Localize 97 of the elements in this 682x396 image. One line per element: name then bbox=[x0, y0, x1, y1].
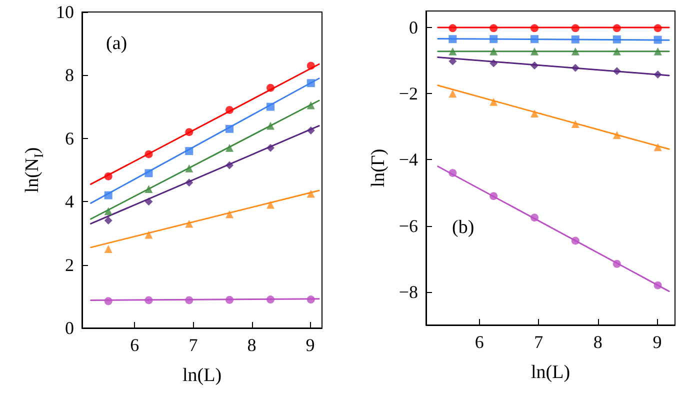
point bbox=[571, 35, 580, 44]
annotation: (a) bbox=[106, 33, 128, 54]
point bbox=[654, 47, 662, 56]
point bbox=[266, 296, 274, 304]
point bbox=[104, 216, 112, 225]
point bbox=[306, 79, 315, 88]
point bbox=[144, 150, 153, 158]
point bbox=[654, 143, 662, 152]
point bbox=[266, 84, 274, 92]
y-tick-label: 4 bbox=[65, 192, 74, 212]
x-tick-label: 8 bbox=[247, 335, 256, 355]
x-tick-label: 7 bbox=[188, 335, 198, 355]
point bbox=[266, 144, 274, 152]
point bbox=[185, 147, 194, 156]
point bbox=[490, 59, 498, 68]
y-tick-label: −6 bbox=[398, 216, 418, 236]
point bbox=[104, 172, 112, 180]
point bbox=[185, 296, 194, 304]
point bbox=[612, 35, 621, 44]
point bbox=[612, 47, 621, 56]
point bbox=[448, 35, 457, 44]
point bbox=[144, 230, 153, 239]
point bbox=[226, 144, 234, 152]
point bbox=[448, 47, 457, 56]
y-tick-label: 6 bbox=[65, 128, 74, 148]
point bbox=[266, 122, 274, 130]
x-axis-title: ln(L) bbox=[182, 365, 222, 386]
point bbox=[530, 62, 538, 70]
x-tick-label: 7 bbox=[534, 332, 544, 352]
y-tick-label: −8 bbox=[398, 282, 418, 302]
x-tick-label: 6 bbox=[474, 332, 484, 352]
point bbox=[185, 178, 194, 187]
y-tick-label: 0 bbox=[65, 318, 74, 338]
point bbox=[490, 47, 498, 56]
point bbox=[226, 124, 234, 133]
point bbox=[530, 214, 538, 222]
y-tick-label: −4 bbox=[398, 150, 418, 170]
point bbox=[530, 24, 538, 32]
x-tick-label: 9 bbox=[306, 335, 315, 355]
point bbox=[612, 260, 621, 268]
y-tick-label: 10 bbox=[56, 2, 74, 22]
point bbox=[448, 168, 457, 177]
point bbox=[144, 184, 153, 193]
point bbox=[654, 36, 662, 44]
y-axis-title: ln(Γ) bbox=[368, 148, 389, 188]
point bbox=[144, 296, 153, 304]
point bbox=[490, 192, 498, 200]
point bbox=[226, 106, 234, 114]
point bbox=[306, 126, 315, 134]
point bbox=[185, 220, 194, 228]
point bbox=[571, 120, 580, 128]
point bbox=[144, 198, 153, 206]
point bbox=[226, 210, 234, 218]
point bbox=[490, 24, 498, 32]
y-tick-label: 0 bbox=[409, 18, 418, 38]
point bbox=[104, 245, 112, 253]
point bbox=[654, 281, 662, 290]
point bbox=[530, 47, 538, 56]
point bbox=[306, 62, 315, 70]
point bbox=[306, 190, 315, 198]
point bbox=[612, 24, 621, 32]
point bbox=[306, 296, 315, 304]
point bbox=[654, 70, 662, 78]
x-axis-title: ln(L) bbox=[530, 362, 570, 383]
point bbox=[571, 64, 580, 72]
annotation: (b) bbox=[452, 217, 474, 238]
point bbox=[530, 35, 538, 44]
point bbox=[144, 169, 153, 178]
point bbox=[490, 35, 498, 44]
point bbox=[104, 207, 112, 216]
y-tick-label: −2 bbox=[398, 84, 418, 104]
point bbox=[306, 101, 315, 110]
point bbox=[571, 236, 580, 245]
point bbox=[571, 47, 580, 56]
point bbox=[266, 102, 274, 111]
point bbox=[571, 24, 580, 32]
y-axis-title: ln(NI) bbox=[22, 147, 46, 193]
x-tick-label: 9 bbox=[652, 332, 662, 352]
point bbox=[185, 128, 194, 136]
point bbox=[490, 98, 498, 106]
point bbox=[654, 24, 662, 32]
point bbox=[185, 164, 194, 172]
point bbox=[104, 191, 112, 200]
x-tick-label: 8 bbox=[593, 332, 602, 352]
point bbox=[448, 24, 457, 32]
point bbox=[530, 109, 538, 118]
x-tick-label: 6 bbox=[130, 335, 140, 355]
point bbox=[266, 200, 274, 209]
point bbox=[226, 161, 234, 170]
point bbox=[612, 67, 621, 76]
y-tick-label: 2 bbox=[65, 254, 74, 275]
point bbox=[226, 296, 234, 304]
point bbox=[612, 130, 621, 139]
point bbox=[448, 90, 457, 98]
point bbox=[448, 57, 457, 66]
y-tick-label: 8 bbox=[65, 65, 74, 86]
point bbox=[104, 297, 112, 306]
